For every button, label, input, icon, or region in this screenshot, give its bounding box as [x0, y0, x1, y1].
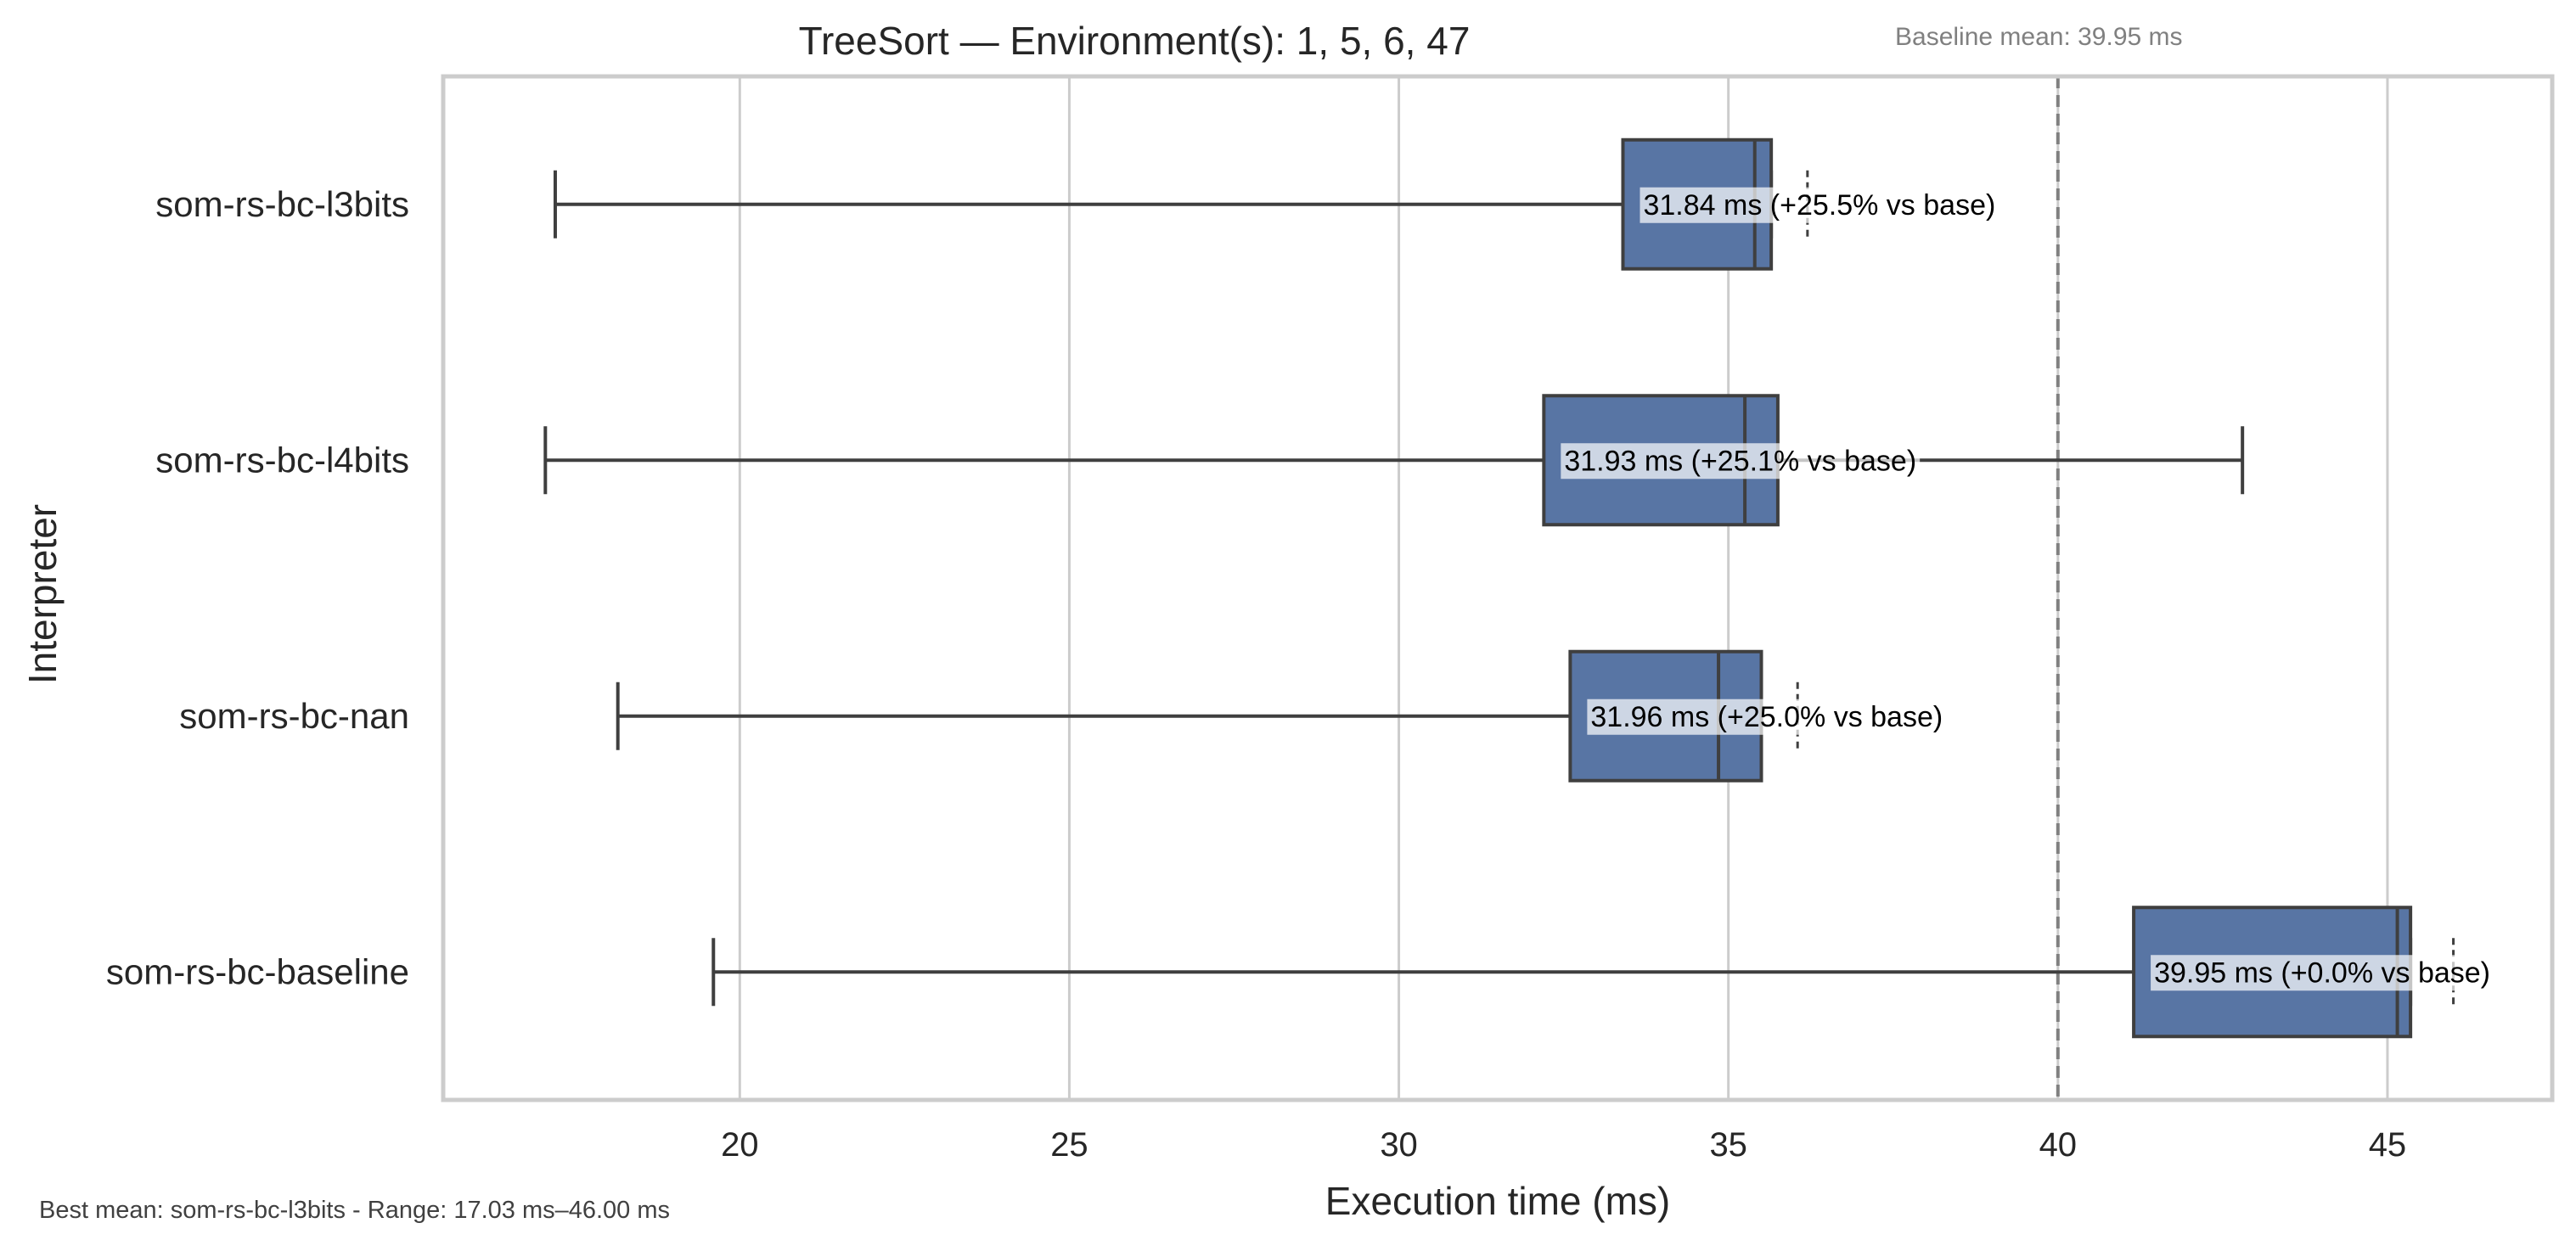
value-label-som-rs-bc-l4bits: 31.93 ms (+25.1% vs base): [1564, 445, 1916, 477]
y-tick-label-som-rs-bc-nan: som-rs-bc-nan: [179, 696, 409, 736]
value-label-som-rs-bc-l3bits: 31.84 ms (+25.5% vs base): [1643, 189, 1995, 222]
y-tick-labels: som-rs-bc-l3bits som-rs-bc-l4bits som-rs-b…: [106, 184, 409, 992]
y-tick-label-som-rs-bc-baseline: som-rs-bc-baseline: [106, 951, 409, 991]
value-label-background-som-rs-bc-l3bits: [1640, 187, 1999, 223]
x-tick-labels: 20 25 30 35 40 45: [721, 1126, 2406, 1164]
footer-summary: Best mean: som-rs-bc-l3bits - Range: 17.…: [39, 1197, 670, 1224]
box-series: [543, 137, 2455, 1039]
x-tick-label-25: 25: [1050, 1126, 1088, 1164]
x-tick-label-40: 40: [2039, 1126, 2078, 1164]
value-label-som-rs-bc-baseline: 39.95 ms (+0.0% vs base): [2154, 956, 2490, 989]
plot-frame: [441, 74, 2555, 1102]
x-tick-label-30: 30: [1380, 1126, 1418, 1164]
value-labels: 31.84 ms (+25.5% vs base) 31.93 ms (+25.1…: [1561, 187, 2494, 991]
value-label-background-som-rs-bc-l4bits: [1561, 443, 1921, 480]
x-axis-label: Execution time (ms): [1325, 1179, 1670, 1223]
value-label-som-rs-bc-nan: 31.96 ms (+25.0% vs base): [1590, 701, 1943, 733]
value-label-background-som-rs-bc-baseline: [2151, 955, 2494, 991]
x-tick-label-20: 20: [721, 1126, 759, 1164]
box-som-rs-bc-l3bits: [553, 137, 1809, 271]
box-som-rs-bc-l4bits: [543, 394, 2245, 527]
baseline-mean-note: Baseline mean: 39.95 ms: [1895, 23, 2183, 51]
x-tick-label-35: 35: [1709, 1126, 1747, 1164]
y-tick-label-som-rs-bc-l3bits: som-rs-bc-l3bits: [155, 184, 409, 224]
value-label-background-som-rs-bc-nan: [1587, 698, 1947, 735]
chart-title: TreeSort — Environment(s): 1, 5, 6, 47: [799, 19, 1471, 63]
y-axis-label: Interpreter: [20, 504, 65, 684]
y-tick-label-som-rs-bc-l4bits: som-rs-bc-l4bits: [155, 440, 409, 480]
x-tick-label-45: 45: [2369, 1126, 2407, 1164]
